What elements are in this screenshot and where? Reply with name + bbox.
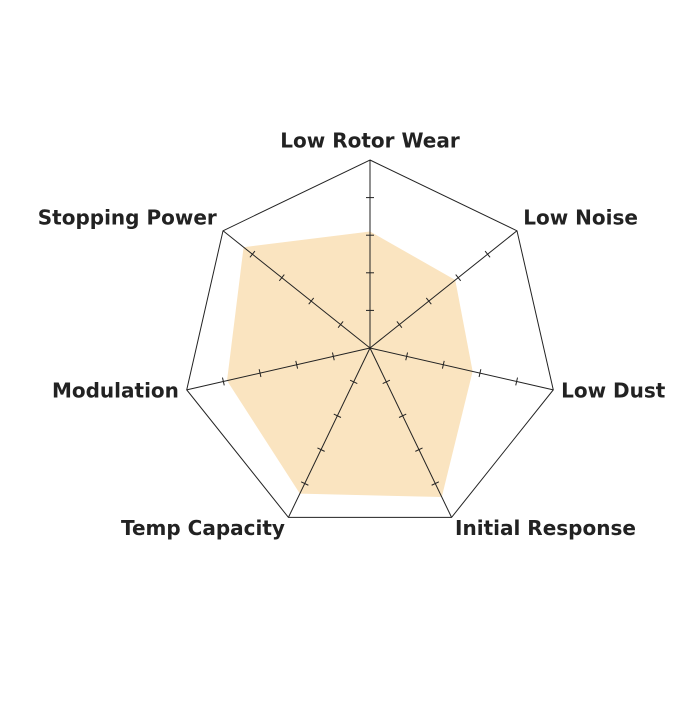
tick-mark (398, 413, 407, 418)
axis-label: Low Noise (523, 205, 638, 229)
tick-mark (455, 274, 462, 282)
axis-label: Modulation (52, 379, 179, 403)
tick-mark (515, 377, 519, 386)
spoke (369, 230, 518, 349)
tick-mark (396, 321, 403, 328)
spoke (287, 347, 371, 518)
tick-mark (337, 321, 344, 328)
spoke (369, 347, 554, 391)
tick-mark (441, 360, 445, 369)
tick-mark (331, 352, 335, 361)
tick-mark (484, 250, 491, 258)
tick-mark (308, 297, 315, 305)
tick-mark (415, 447, 423, 452)
tick-mark (349, 379, 358, 385)
tick-mark (258, 369, 262, 378)
spoke (369, 347, 453, 518)
tick-mark (425, 297, 432, 305)
data-area (227, 231, 473, 498)
tick-mark (478, 369, 482, 378)
tick-mark (382, 379, 391, 385)
tick-mark (431, 481, 440, 486)
axis-label: Low Rotor Wear (280, 129, 460, 153)
tick-mark (317, 447, 325, 452)
tick-mark (295, 360, 299, 369)
radar-frame (186, 159, 554, 518)
tick-mark (278, 274, 285, 282)
spoke (186, 347, 371, 391)
tick-mark (221, 377, 225, 386)
axis-label: Initial Response (455, 516, 636, 540)
tick-mark (249, 250, 256, 258)
tick-mark (405, 352, 409, 361)
axis-label: Stopping Power (38, 205, 217, 229)
axis-label: Temp Capacity (121, 516, 285, 540)
tick-mark (333, 413, 342, 418)
tick-mark (300, 481, 309, 486)
axis-label: Low Dust (561, 379, 666, 403)
spoke (222, 230, 371, 349)
